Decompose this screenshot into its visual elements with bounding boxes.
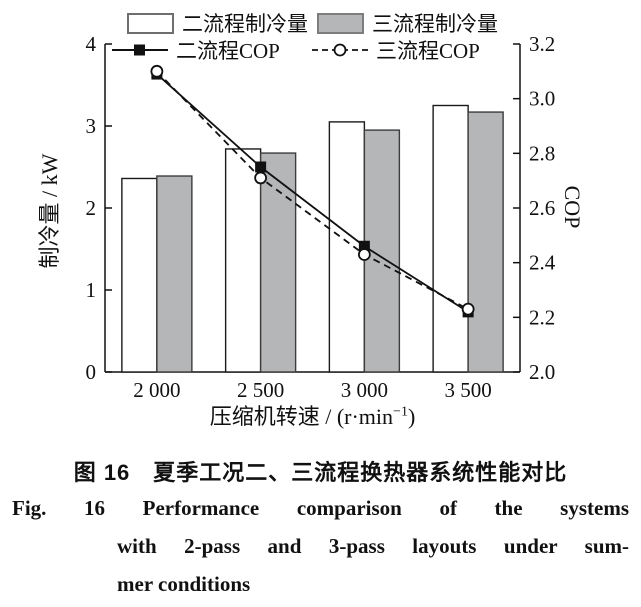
bar-3pass-capacity: [467, 111, 504, 373]
legend-item-3pass-cop: 三流程COP: [312, 38, 480, 63]
x-tick-label: 2 500: [237, 378, 284, 402]
y-tick-label-left: 0: [86, 360, 97, 384]
x-tick-label: 3 000: [341, 378, 388, 402]
caption-english-line2: with 2-pass and 3-pass layouts under sum…: [117, 534, 629, 558]
y-tick-label-left: 1: [86, 278, 97, 302]
caption-english-line3: mer conditions: [117, 572, 251, 596]
y-tick-label-left: 3: [86, 114, 97, 138]
x-tick-label: 3 500: [445, 378, 492, 402]
bar-3pass-capacity: [259, 152, 297, 373]
marker-open-circle-3pass: [254, 171, 268, 185]
marker-open-circle-3pass: [461, 302, 475, 316]
chart-svg: 0 1 2 3 4 2.0 2.2 2.4 2.6 2.8 3.0 3.2 2 000 2 500 3 00…: [86, 32, 556, 402]
marker-filled-square-2pass: [255, 161, 267, 173]
y-tick-label-right: 2.4: [529, 251, 556, 275]
y-tick-label-left: 2: [86, 196, 97, 220]
y-axis-title-left: 制冷量 / kW: [37, 153, 62, 269]
y-tick-label-left: 4: [86, 32, 97, 56]
caption-chinese: 图 16 夏季工况二、三流程换热器系统性能对比: [73, 460, 568, 485]
cop-line-3pass: [156, 70, 469, 310]
legend-swatch-3pass-capacity: [317, 12, 364, 34]
x-axis-title-superscript: −1: [393, 404, 408, 420]
bar-3pass-capacity: [363, 129, 401, 373]
legend-item-2pass-capacity: 二流程制冷量: [127, 11, 308, 36]
figure-chart: 0 1 2 3 4 2.0 2.2 2.4 2.6 2.8 3.0 3.2 2 000 2 500 3 00…: [37, 11, 585, 431]
marker-open-circle-3pass: [357, 248, 371, 261]
x-axis-title: 压缩机转速 / (r·min−1): [105, 399, 520, 431]
x-axis-title-main: 压缩机转速 / (r·min: [209, 404, 394, 429]
bar-2pass-capacity: [432, 104, 469, 373]
y-tick-label-right: 2.8: [529, 141, 555, 165]
cop-line-2pass: [156, 73, 469, 313]
y-tick-label-right: 2.0: [529, 360, 555, 384]
caption-english-line1: Fig. 16 Performance comparison of the sy…: [12, 496, 629, 520]
bar-2pass-capacity: [121, 177, 158, 373]
x-axis-title-close: ): [407, 404, 416, 429]
dashed-line-circle-marker-icon: [312, 43, 368, 57]
y-axis-title-right: COP: [560, 185, 585, 229]
legend-label-3pass-cop: 三流程COP: [376, 39, 480, 63]
legend-label-2pass-capacity: 二流程制冷量: [182, 12, 308, 36]
bar-3pass-capacity: [156, 175, 193, 373]
bar-2pass-capacity: [224, 148, 262, 373]
legend-swatch-2pass-capacity: [127, 12, 174, 34]
y-tick-label-right: 2.2: [529, 305, 555, 329]
legend-item-3pass-capacity: 三流程制冷量: [317, 11, 498, 36]
figure-caption: 图 16 夏季工况二、三流程换热器系统性能对比 Fig. 16 Performa…: [0, 457, 641, 603]
marker-open-circle-3pass: [150, 64, 164, 78]
legend-item-2pass-cop: 二流程COP: [112, 38, 280, 63]
legend-label-3pass-capacity: 三流程制冷量: [372, 12, 498, 36]
x-tick-label: 2 000: [133, 378, 180, 402]
y-tick-label-right: 2.6: [529, 196, 555, 220]
y-tick-label-right: 3.2: [529, 32, 555, 56]
y-tick-label-right: 3.0: [529, 87, 555, 111]
legend-label-2pass-cop: 二流程COP: [176, 39, 280, 63]
marker-filled-square-2pass: [358, 240, 370, 252]
solid-line-square-marker-icon: [112, 44, 168, 56]
